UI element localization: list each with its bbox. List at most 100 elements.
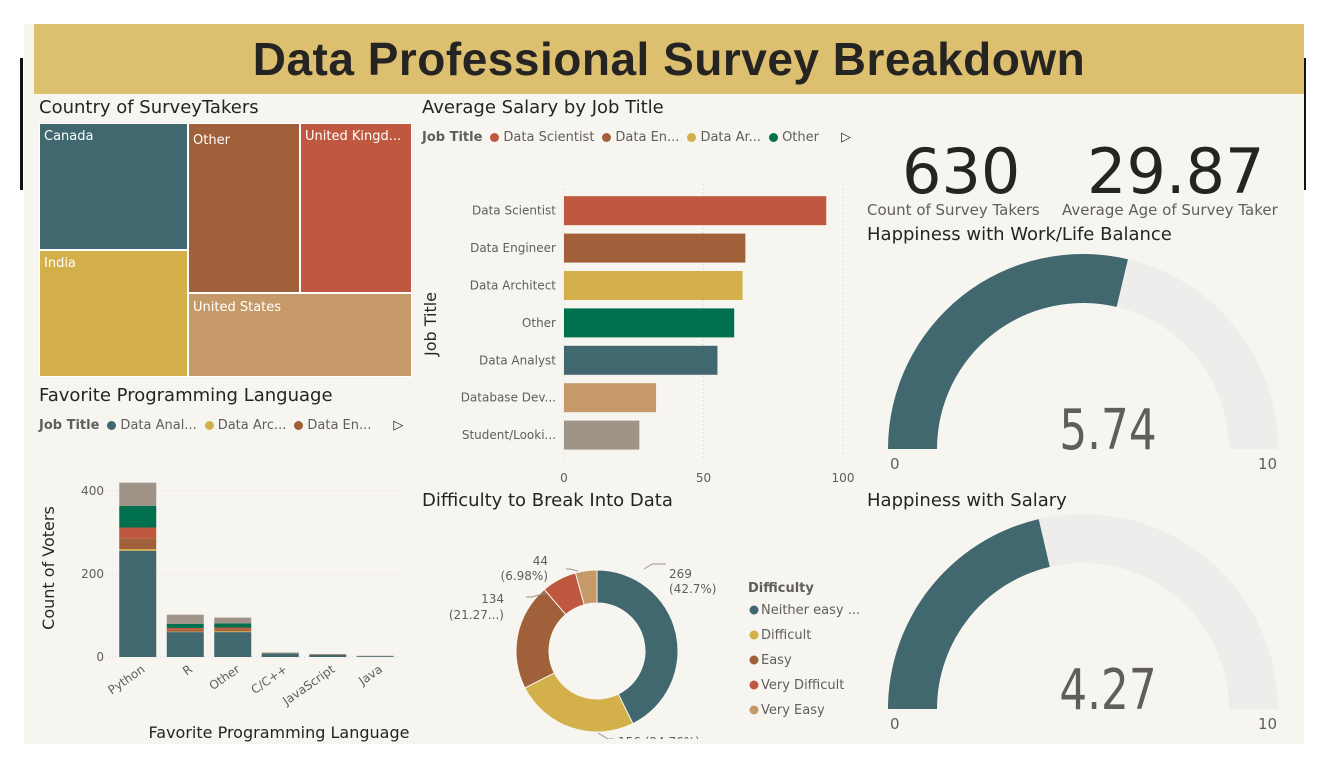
legend-label: Data En... — [307, 418, 372, 433]
treemap-cell-united-kingdom[interactable]: United Kingd... — [300, 123, 412, 293]
salary-category-label: Data Architect — [470, 279, 557, 293]
salary-bar[interactable] — [564, 308, 735, 338]
legend-dot — [769, 133, 779, 142]
difficulty-legend-label: Difficult — [761, 628, 811, 643]
worklife-gauge[interactable]: 5.74 0 10 — [874, 252, 1294, 484]
age-kpi-label: Average Age of Survey Taker — [1062, 201, 1278, 219]
country-treemap[interactable]: Canada Other United Kingd... India Unite… — [39, 123, 412, 377]
language-visual-title: Favorite Programming Language — [39, 385, 333, 406]
language-x-tick-label: Java — [355, 662, 385, 689]
donut-slice[interactable] — [596, 569, 679, 725]
language-bar-segment[interactable] — [261, 653, 299, 657]
report-canvas: Data Professional Survey Breakdown Count… — [24, 24, 1304, 744]
language-bar-segment[interactable] — [166, 632, 204, 657]
language-y-tick-label: 400 — [81, 484, 104, 498]
donut-leader-line — [566, 568, 579, 572]
language-bar-segment[interactable] — [214, 632, 252, 657]
language-bar-segment[interactable] — [214, 627, 252, 630]
salary-legend-title: Job Title — [422, 130, 483, 145]
salary-legend-item[interactable]: Data Scientist — [490, 130, 594, 145]
language-bar-segment[interactable] — [166, 623, 204, 628]
salary-bar[interactable] — [564, 383, 657, 413]
language-bar-segment[interactable] — [166, 614, 204, 624]
donut-data-label: 44 — [533, 554, 548, 568]
donut-data-label: 134 — [481, 592, 504, 606]
language-legend: Job Title Data Anal... Data Arc... Data … — [39, 418, 403, 433]
salary-happiness-gauge[interactable]: 4.27 0 10 — [874, 512, 1294, 742]
treemap-cell-united-states[interactable]: United States — [188, 293, 412, 377]
salary-x-tick-label: 50 — [696, 471, 711, 485]
title-banner: Data Professional Survey Breakdown — [34, 24, 1304, 94]
language-bar-segment[interactable] — [166, 627, 204, 630]
language-legend-item[interactable]: Data Anal... — [107, 418, 197, 433]
legend-label: Data Arc... — [217, 418, 287, 433]
language-bar-segment[interactable] — [119, 549, 157, 551]
salary-x-tick-label: 0 — [560, 471, 568, 485]
language-x-tick-label: Python — [105, 662, 147, 697]
language-bar-segment[interactable] — [119, 505, 157, 528]
salary-legend-item[interactable]: Other — [769, 130, 819, 145]
treemap-label: United Kingd... — [305, 129, 402, 144]
legend-next-arrow-icon[interactable]: ▷ — [841, 130, 851, 145]
legend-dot — [749, 705, 759, 715]
language-bar-segment[interactable] — [119, 482, 157, 506]
salary-category-label: Other — [522, 316, 556, 330]
gauge-min-label: 0 — [890, 455, 900, 473]
donut-slice[interactable] — [574, 569, 598, 606]
language-bar-segment[interactable] — [309, 654, 347, 657]
language-y-tick-label: 200 — [81, 567, 104, 581]
donut-data-label: (21.27...) — [449, 608, 504, 622]
treemap-cell-canada[interactable]: Canada — [39, 123, 188, 250]
donut-data-label: 156 (24.76%) — [618, 735, 700, 739]
language-legend-item[interactable]: Data En... — [294, 418, 371, 433]
difficulty-donut-chart[interactable]: 269(42.7%) 156 (24.76%) 134 (21.27...) 44(6.… — [420, 519, 860, 739]
legend-dot — [749, 655, 759, 665]
salary-bar[interactable] — [564, 345, 718, 375]
salary-bar[interactable] — [564, 271, 743, 300]
donut-slice[interactable] — [524, 672, 634, 733]
legend-next-arrow-icon[interactable]: ▷ — [393, 418, 404, 433]
salary-bar[interactable] — [564, 233, 746, 263]
legend-label: Data Ar... — [700, 130, 762, 145]
language-x-tick-label: C/C++ — [248, 662, 290, 697]
salary-category-label: Database Dev... — [461, 391, 556, 405]
salary-legend-item[interactable]: Data Ar... — [687, 130, 761, 145]
legend-dot — [107, 421, 117, 430]
language-stacked-bar-chart[interactable]: 0 200 400 Python R Other C/C++JavaScript Java Fa… — [34, 464, 419, 744]
legend-label: Data Scientist — [503, 130, 595, 145]
legend-label: Other — [782, 130, 819, 145]
difficulty-visual-title: Difficulty to Break Into Data — [422, 490, 673, 511]
language-x-tick-label: JavaScript — [279, 662, 337, 709]
legend-dot — [687, 133, 697, 142]
language-bar-segment[interactable] — [166, 629, 204, 632]
treemap-cell-other[interactable]: Other — [188, 123, 300, 293]
treemap-cell-india[interactable]: India — [39, 250, 188, 377]
language-bar-segment[interactable] — [214, 617, 252, 624]
country-visual-title: Country of SurveyTakers — [39, 97, 259, 118]
language-legend-item[interactable]: Data Arc... — [204, 418, 287, 433]
treemap-label: United States — [193, 300, 282, 315]
donut-data-label: (42.7%) — [669, 582, 716, 596]
gauge-value: 5.74 — [1059, 397, 1156, 463]
salary-bar[interactable] — [564, 196, 827, 226]
language-bar-segment[interactable] — [119, 550, 157, 657]
donut-leader-line — [597, 732, 614, 739]
salary-bar-chart[interactable]: 0 50 100 Data Scientist Data Engineer Data Ar… — [420, 164, 860, 486]
language-bar-segment[interactable] — [214, 631, 252, 633]
salary-bar[interactable] — [564, 420, 640, 450]
treemap-label: Other — [193, 133, 230, 148]
language-x-axis-title: Favorite Programming Language — [149, 723, 410, 742]
language-bar-segment[interactable] — [214, 629, 252, 632]
language-legend-title: Job Title — [39, 418, 100, 433]
language-bar-segment[interactable] — [119, 527, 157, 539]
age-kpi-value: 29.87 — [1087, 135, 1265, 208]
language-bar-segment[interactable] — [356, 656, 394, 657]
donut-leader-line — [643, 563, 666, 570]
salary-legend-item[interactable]: Data En... — [602, 130, 679, 145]
salary-legend: Job Title Data Scientist Data En... Data… — [422, 130, 851, 145]
language-bar-segment[interactable] — [214, 623, 252, 628]
legend-label: Data Anal... — [120, 418, 197, 433]
count-kpi-value: 630 — [902, 135, 1021, 208]
language-bar-segment[interactable] — [119, 538, 157, 550]
gauge-max-label: 10 — [1258, 455, 1277, 473]
